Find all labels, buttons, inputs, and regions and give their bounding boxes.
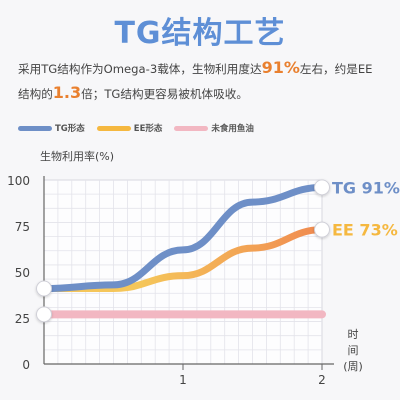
x-axis-label-char: (周) xyxy=(343,360,363,373)
end-marker-tg xyxy=(314,179,330,196)
legend-item-control: 未食用鱼油 xyxy=(174,122,254,134)
x-tick-label: 1 xyxy=(179,373,187,387)
start-marker-tg xyxy=(36,280,52,297)
description-text-1: 采用TG结构作为Omega-3载体，生物利用度达 xyxy=(18,62,262,76)
bioavailability-highlight: 91% xyxy=(261,58,300,77)
legend-swatch-tg xyxy=(18,125,52,131)
legend-item-tg: TG形态 xyxy=(18,122,85,134)
chart-legend: TG形态 EE形态 未食用鱼油 xyxy=(18,122,254,134)
description-text-2: 左右，约是EE结构的 xyxy=(18,62,373,101)
y-tick-label: 0 xyxy=(22,358,30,372)
series-line-tg xyxy=(40,183,326,293)
x-axis-label-char: 时 xyxy=(348,328,359,341)
y-tick-label: 25 xyxy=(15,312,30,326)
end-marker-ee xyxy=(314,221,330,238)
legend-item-ee: EE形态 xyxy=(96,122,163,134)
end-label-tg: TG 91% xyxy=(332,178,400,197)
description-text-3: 倍；TG结构更容易被机体吸收。 xyxy=(81,87,248,101)
y-tick-label: 100 xyxy=(7,174,30,188)
legend-swatch-control xyxy=(174,125,209,131)
legend-label-control: 未食用鱼油 xyxy=(211,124,254,134)
legend-label-ee: EE形态 xyxy=(133,124,163,134)
x-axis-label-char: 间 xyxy=(348,344,359,357)
end-label-ee: EE 73% xyxy=(332,221,398,240)
y-tick-label: 75 xyxy=(15,220,30,234)
legend-label-tg: TG形态 xyxy=(55,124,85,134)
description: 采用TG结构作为Omega-3载体，生物利用度达91%左右，约是EE结构的1.3… xyxy=(18,56,384,106)
y-axis-label: 生物利用率(%) xyxy=(40,150,115,163)
legend-swatch-ee xyxy=(96,125,131,131)
multiplier-highlight: 1.3 xyxy=(52,83,82,102)
y-tick-label: 50 xyxy=(15,266,30,280)
page-title: TG结构工艺 xyxy=(114,16,286,51)
x-tick-label: 2 xyxy=(318,373,326,387)
start-marker-control xyxy=(36,306,52,323)
